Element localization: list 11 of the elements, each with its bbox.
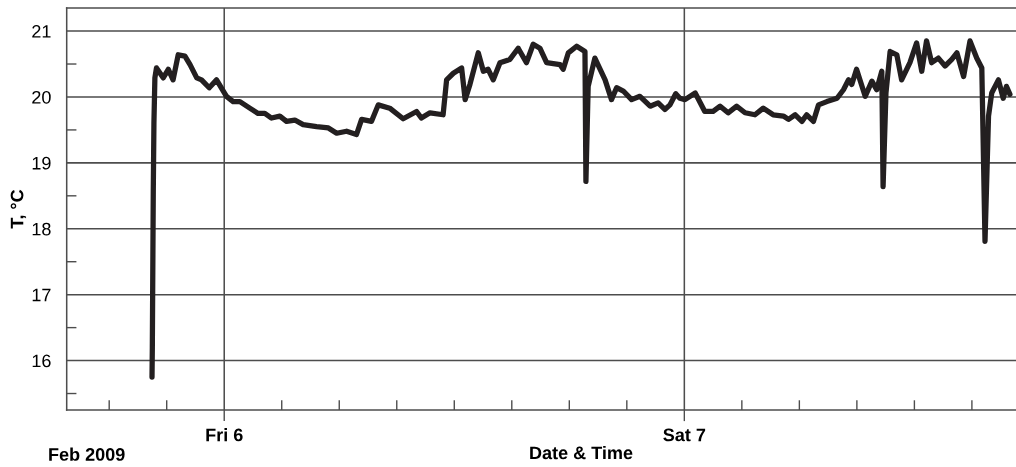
y-tick-label: 16 — [32, 354, 51, 368]
x-tick-label: Sat 7 — [663, 428, 706, 442]
y-tick-label: 18 — [32, 222, 51, 236]
y-axis-title: T, °C — [10, 189, 27, 229]
y-tick-label: 21 — [32, 25, 51, 38]
x-tick-label: Fri 6 — [206, 428, 243, 442]
x-axis-title: Date & Time — [530, 446, 633, 460]
text: Feb 2009 — [49, 447, 125, 461]
y-tick-label: 17 — [32, 288, 51, 302]
y-tick-label: 20 — [32, 90, 51, 104]
y-tick-label: 19 — [32, 156, 51, 170]
